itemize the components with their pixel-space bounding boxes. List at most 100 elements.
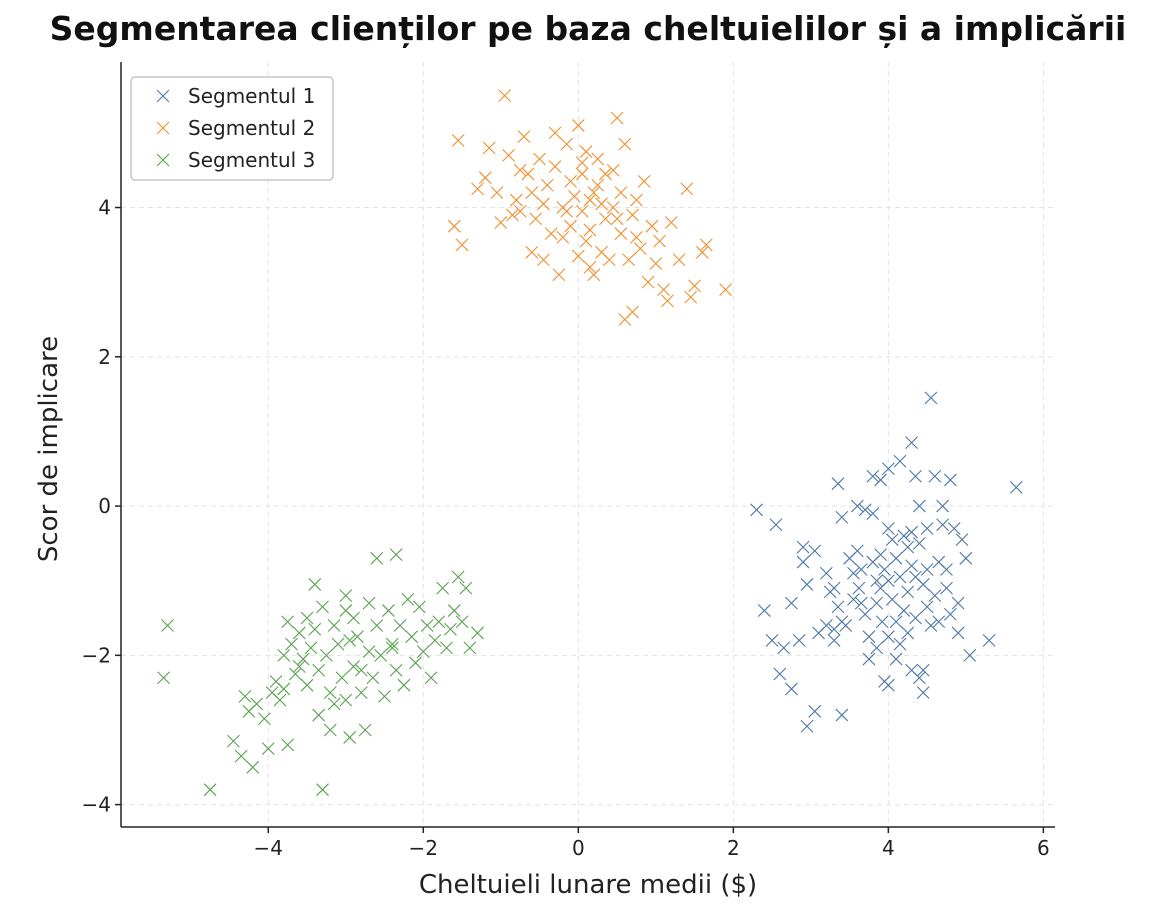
data-point xyxy=(602,253,616,267)
data-point xyxy=(258,712,271,726)
data-point xyxy=(537,197,550,211)
data-point xyxy=(490,186,504,199)
data-point xyxy=(347,660,360,673)
data-point xyxy=(323,686,337,700)
data-point xyxy=(513,163,527,177)
data-point xyxy=(916,578,930,591)
data-point xyxy=(393,619,407,632)
data-point xyxy=(285,637,298,651)
data-point xyxy=(839,619,853,632)
data-point xyxy=(866,507,880,520)
data-point xyxy=(614,227,628,241)
data-point xyxy=(785,682,798,696)
data-point xyxy=(343,634,357,647)
data-point xyxy=(409,656,422,670)
x-axis-ticks: −4 −2 0 2 4 6 xyxy=(254,827,1050,860)
legend-marker xyxy=(156,89,170,103)
data-point xyxy=(370,619,384,632)
data-point xyxy=(827,581,841,595)
data-point xyxy=(614,186,628,199)
data-point xyxy=(261,742,275,756)
data-point xyxy=(300,611,314,625)
x-axis-label: Cheltuieli lunare medii ($) xyxy=(419,870,757,900)
data-point xyxy=(777,641,791,655)
data-point xyxy=(354,663,368,677)
data-point xyxy=(308,578,322,591)
data-point xyxy=(862,652,876,666)
data-point xyxy=(626,305,639,319)
data-point xyxy=(854,563,868,576)
data-point xyxy=(633,242,647,255)
data-point xyxy=(513,204,527,218)
data-point xyxy=(653,234,667,248)
data-point xyxy=(273,693,287,707)
data-point xyxy=(618,137,632,151)
data-point xyxy=(320,648,333,662)
data-point xyxy=(599,167,612,181)
data-point xyxy=(610,212,624,226)
data-point xyxy=(533,152,546,166)
data-point xyxy=(540,178,554,192)
data-point xyxy=(1009,481,1023,494)
data-point xyxy=(203,783,217,797)
data-point xyxy=(881,630,895,644)
data-point xyxy=(424,671,438,685)
data-point xyxy=(548,126,562,140)
data-point xyxy=(940,581,953,595)
data-point xyxy=(374,648,388,662)
data-point xyxy=(699,238,713,252)
data-point xyxy=(874,548,887,561)
data-point xyxy=(800,719,814,733)
data-point xyxy=(796,555,810,569)
data-point xyxy=(583,260,597,274)
data-point xyxy=(591,152,605,166)
data-point xyxy=(800,578,814,591)
data-point xyxy=(451,133,465,147)
data-point xyxy=(161,619,174,632)
data-point xyxy=(327,697,341,711)
data-point xyxy=(893,637,907,651)
legend-marker xyxy=(156,153,170,167)
legend: Segmentul 1 Segmentul 2 Segmentul 3 xyxy=(130,76,334,181)
data-point xyxy=(982,634,996,647)
data-point xyxy=(447,219,461,233)
data-point xyxy=(862,630,876,644)
data-point xyxy=(281,738,295,752)
data-point xyxy=(912,499,926,513)
data-point xyxy=(870,641,884,655)
legend-label: Segmentul 1 xyxy=(188,84,315,108)
data-point xyxy=(552,268,566,282)
data-point xyxy=(866,469,880,483)
data-point xyxy=(339,604,353,617)
data-point xyxy=(575,204,589,218)
series-1 xyxy=(750,391,1023,733)
data-point xyxy=(719,283,732,297)
data-point xyxy=(277,648,291,662)
data-point xyxy=(331,637,345,651)
data-point xyxy=(525,245,539,259)
data-point xyxy=(575,167,589,181)
data-point xyxy=(366,671,380,685)
y-tick-label: −4 xyxy=(82,793,111,817)
data-point xyxy=(351,630,364,644)
data-point xyxy=(847,566,860,580)
data-point xyxy=(316,783,329,797)
data-point xyxy=(916,686,930,700)
series-3 xyxy=(157,548,484,797)
data-point xyxy=(463,641,477,655)
data-point xyxy=(645,219,659,233)
data-point xyxy=(281,615,295,629)
data-point xyxy=(428,634,442,647)
data-point xyxy=(920,522,934,535)
data-point xyxy=(664,216,678,229)
data-point xyxy=(641,275,655,289)
data-point xyxy=(498,89,512,102)
data-point xyxy=(343,731,357,744)
data-point xyxy=(382,604,395,617)
data-point xyxy=(870,596,884,610)
data-point xyxy=(591,178,605,192)
axes xyxy=(120,62,1055,828)
data-point xyxy=(529,212,543,226)
data-point xyxy=(827,634,841,647)
data-point xyxy=(444,622,457,636)
